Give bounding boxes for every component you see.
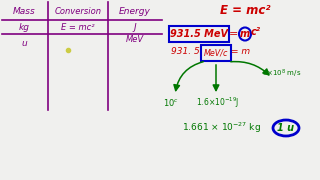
Text: 10$^c$: 10$^c$ (163, 98, 179, 109)
Text: E = mc²: E = mc² (220, 4, 270, 17)
Text: u: u (21, 39, 27, 48)
Text: Energy: Energy (119, 8, 151, 17)
Text: 931. 5: 931. 5 (171, 48, 199, 57)
Text: 1.6×10$^{-19}$J: 1.6×10$^{-19}$J (196, 96, 240, 110)
Text: 931.5 MeV: 931.5 MeV (170, 29, 228, 39)
Text: =: = (229, 29, 239, 39)
Text: 3×10$^8$ m/s: 3×10$^8$ m/s (262, 68, 302, 80)
Text: MeV/c: MeV/c (204, 48, 228, 57)
Text: 1 u: 1 u (277, 123, 295, 133)
Text: Mass: Mass (12, 8, 36, 17)
Text: E = mc²: E = mc² (61, 22, 95, 32)
Text: MeV: MeV (126, 35, 144, 44)
Text: Conversion: Conversion (54, 8, 101, 17)
Text: 1.661 × 10$^{-27}$ kg: 1.661 × 10$^{-27}$ kg (182, 121, 261, 135)
Text: m: m (240, 29, 250, 39)
Text: c²: c² (251, 27, 261, 37)
Text: J: J (134, 22, 136, 32)
Text: kg: kg (19, 22, 29, 32)
Text: = m: = m (231, 48, 251, 57)
